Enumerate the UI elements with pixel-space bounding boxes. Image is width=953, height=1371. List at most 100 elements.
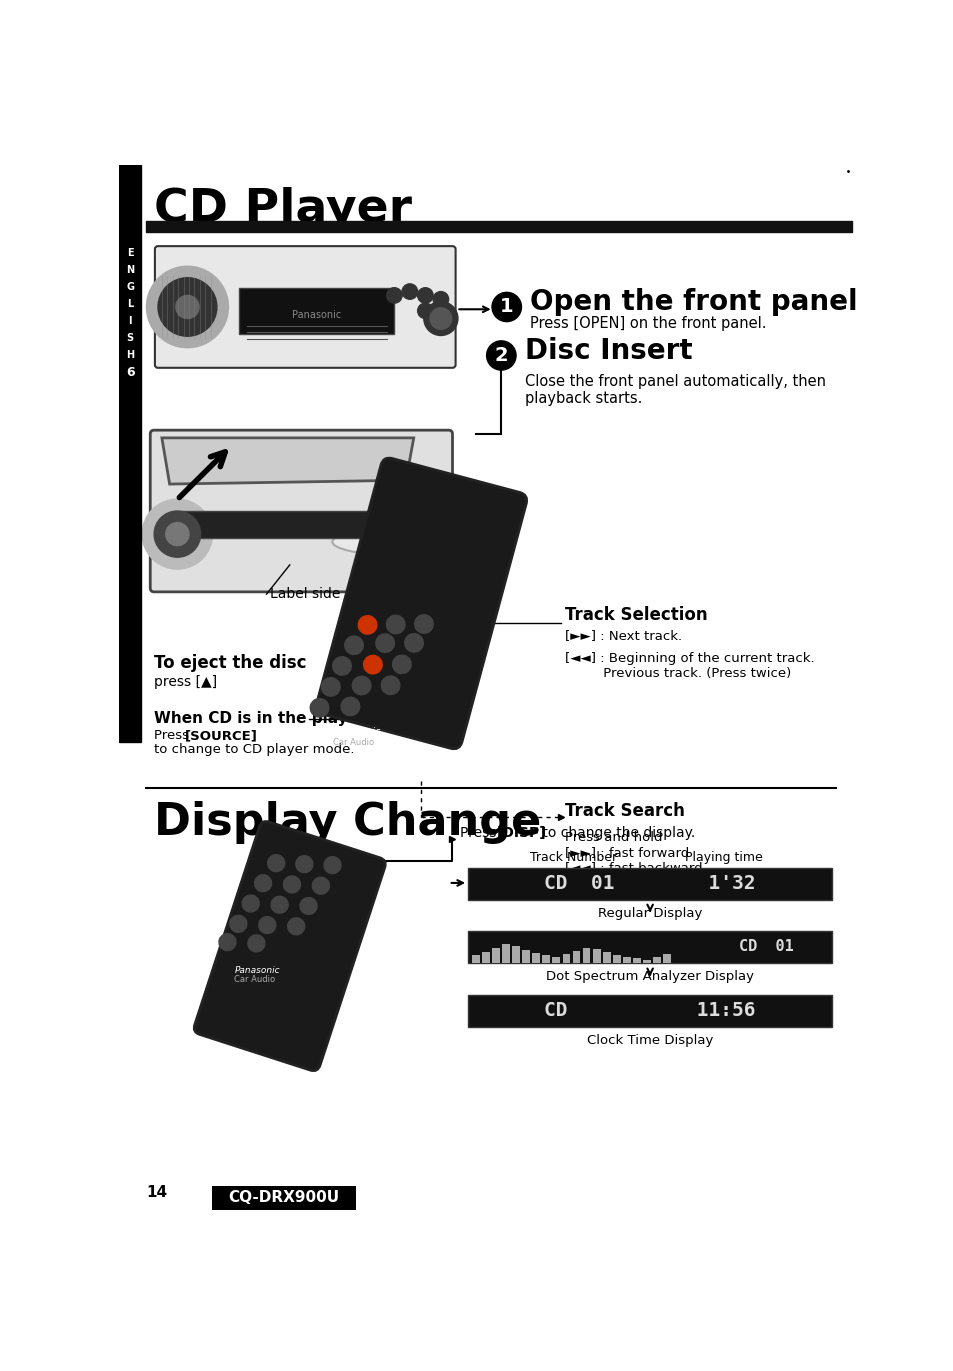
Circle shape [288,917,304,935]
Bar [501,943,509,962]
Text: 14: 14 [146,1185,168,1200]
Text: Disc Insert: Disc Insert [525,337,692,365]
Text: To eject the disc: To eject the disc [154,654,306,673]
Circle shape [492,292,521,322]
Circle shape [321,677,339,696]
Bar [653,957,660,962]
Text: to change the display.: to change the display. [537,825,695,840]
Bar [119,165,141,742]
Circle shape [433,292,448,307]
Circle shape [254,875,272,891]
Text: S: S [127,333,133,343]
Text: CD  01        1'32: CD 01 1'32 [544,875,755,893]
Circle shape [402,284,417,299]
Text: [SOURCE]: [SOURCE] [185,729,257,742]
Text: N: N [126,265,134,276]
Bar [521,950,530,962]
Bar [582,947,590,962]
Bar [642,960,650,962]
Text: Press: Press [154,729,193,742]
Text: CD Player: CD Player [154,186,412,232]
Circle shape [415,614,433,633]
Text: Panasonic: Panasonic [332,727,380,738]
Circle shape [268,854,284,872]
Text: Press: Press [459,825,500,840]
Ellipse shape [387,539,409,544]
Bar [532,953,539,962]
Circle shape [295,856,313,872]
Text: Close the front panel automatically, then
playback starts.: Close the front panel automatically, the… [525,374,825,406]
Text: H: H [126,350,134,359]
Bar [181,511,397,537]
Circle shape [166,522,189,546]
Text: Open the front panel: Open the front panel [530,288,857,315]
FancyBboxPatch shape [154,247,456,367]
Text: E: E [127,248,133,258]
Text: [DISP]: [DISP] [497,825,546,840]
Text: 2: 2 [494,345,508,365]
Circle shape [417,288,433,303]
Circle shape [358,616,376,635]
Bar [468,994,831,1027]
Circle shape [154,511,200,557]
Text: 6: 6 [126,366,134,378]
Circle shape [219,934,235,950]
Text: Display Change: Display Change [154,802,540,845]
Circle shape [324,857,340,873]
FancyBboxPatch shape [150,430,452,592]
Text: Playing time: Playing time [684,851,762,864]
Bar [602,953,610,962]
Bar [146,222,851,232]
Circle shape [381,676,399,695]
Bar [633,958,640,962]
Circle shape [333,657,351,675]
Bar [572,950,579,962]
Circle shape [486,341,516,370]
Text: press [▲]: press [▲] [154,675,217,690]
Bar [612,956,620,962]
Text: Track Number: Track Number [530,851,617,864]
FancyBboxPatch shape [316,458,526,749]
Bar [592,949,599,962]
Circle shape [310,699,329,717]
Circle shape [404,633,423,653]
Circle shape [271,897,288,913]
Circle shape [142,499,212,569]
Text: Regular Display: Regular Display [598,908,701,920]
Circle shape [175,295,199,318]
Text: 1: 1 [499,298,513,317]
Bar [562,954,570,962]
Text: [►►] : Next track.: [►►] : Next track. [564,629,681,642]
Text: L: L [127,299,133,308]
Circle shape [423,302,457,336]
Bar [622,957,630,962]
Bar [552,957,559,962]
Bar [468,931,831,962]
FancyBboxPatch shape [194,821,385,1071]
Bar [481,953,489,962]
Circle shape [344,636,363,654]
Circle shape [341,698,359,716]
Circle shape [258,917,275,934]
Circle shape [242,895,259,912]
Bar [662,954,670,962]
Text: CD  01: CD 01 [739,939,793,954]
Circle shape [392,655,411,673]
Text: Panasonic: Panasonic [234,967,280,975]
Circle shape [158,278,216,336]
Text: When CD is in the player: When CD is in the player [154,712,365,727]
Text: Car Audio: Car Audio [333,738,374,747]
Bar [472,956,479,962]
Bar [542,956,550,962]
Bar [512,946,519,962]
Circle shape [363,655,382,675]
Text: Dot Spectrum Analyzer Display: Dot Spectrum Analyzer Display [545,971,753,983]
Text: CQ-DRX900U: CQ-DRX900U [228,1190,338,1205]
Text: Press [OPEN] on the front panel.: Press [OPEN] on the front panel. [530,317,765,332]
Circle shape [248,935,265,951]
Bar [239,288,394,335]
Text: I: I [129,315,132,326]
Bar [492,947,499,962]
Circle shape [312,877,329,894]
Text: Track Search: Track Search [564,802,684,820]
